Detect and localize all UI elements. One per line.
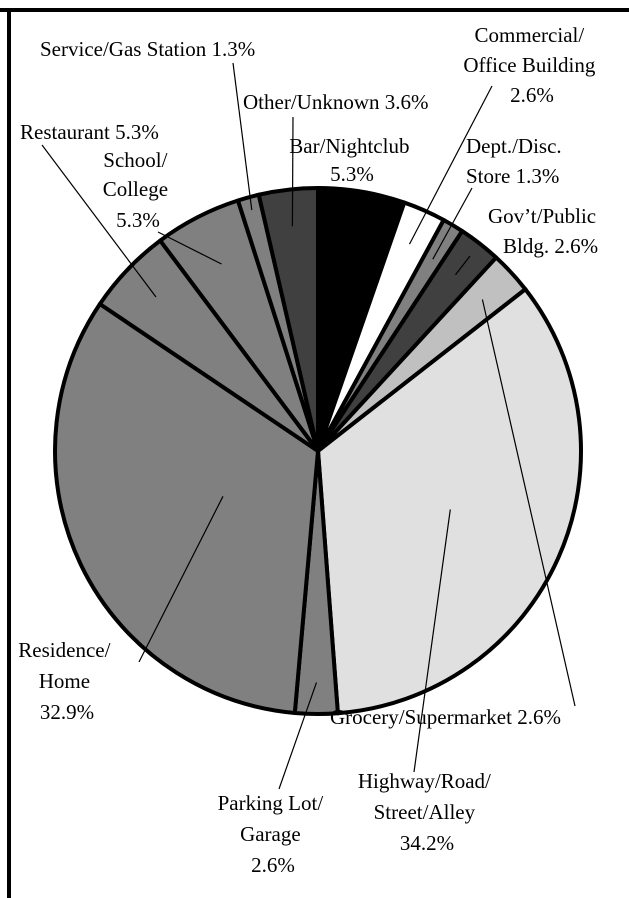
slice-residence-home <box>53 302 320 715</box>
leader-parking-lot-garage <box>278 682 318 790</box>
leader-lines <box>41 62 576 790</box>
label-school-college: School/ College 5.3% <box>103 148 174 232</box>
leader-grocery-supermarket <box>481 299 576 707</box>
label-parking-lot-garage: Parking Lot/ Garage 2.6% <box>218 791 329 877</box>
label-highway-road-street-alley: Highway/Road/ Street/Alley 34.2% <box>358 769 496 855</box>
label-dept-disc-store: Dept./Disc. Store 1.3% <box>466 134 567 188</box>
label-commercial-office-building: Commercial/ Office Building 2.6% <box>463 23 600 107</box>
leader-gov-t-public-bldg <box>455 255 471 276</box>
label-grocery-supermarket: Grocery/Supermarket 2.6% <box>330 705 561 729</box>
label-other-unknown: Other/Unknown 3.6% <box>243 90 428 114</box>
label-residence-home: Residence/ Home 32.9% <box>18 638 115 724</box>
label-service-gas-station: Service/Gas Station 1.3% <box>40 37 255 61</box>
leader-school-college <box>157 231 222 265</box>
pie-slices <box>53 186 583 716</box>
label-restaurant: Restaurant 5.3% <box>20 120 159 144</box>
leader-other-unknown <box>291 116 294 227</box>
leader-residence-home <box>138 496 224 663</box>
leader-commercial-office-building <box>408 85 493 245</box>
slice-highway-road-street-alley <box>316 287 583 716</box>
leader-highway-road-street-alley <box>413 509 451 773</box>
slice-other-unknown <box>256 186 320 453</box>
frame <box>0 8 629 898</box>
leader-service-gas-station <box>232 62 253 211</box>
label-govt-public-bldg: Gov’t/Public Bldg. 2.6% <box>488 204 601 258</box>
leader-dept-disc-store <box>432 187 473 260</box>
slice-labels: Bar/Nightclub 5.3% Commercial/ Office Bu… <box>18 23 601 877</box>
label-bar-nightclub: Bar/Nightclub 5.3% <box>289 134 414 186</box>
leader-restaurant <box>41 144 157 298</box>
